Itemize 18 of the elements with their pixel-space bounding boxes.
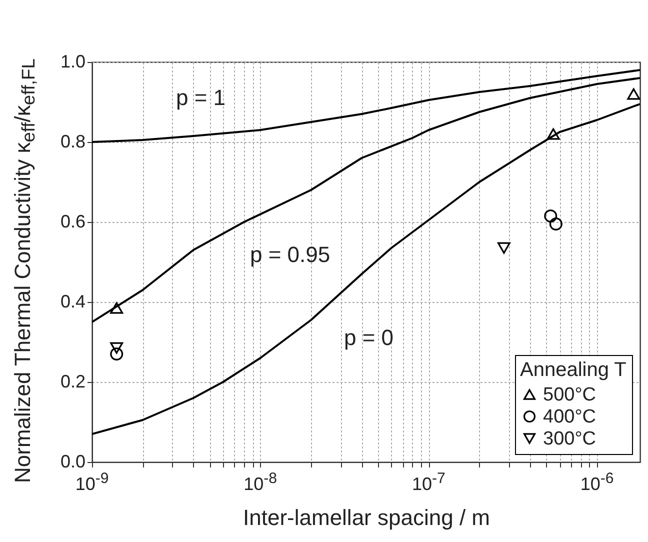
legend-title: Annealing T [520, 359, 626, 381]
y-tick-label: 0.6 [60, 212, 86, 232]
annotation: p = 0.95 [250, 242, 330, 268]
legend-label: 400°C [543, 406, 596, 428]
annotation: p = 0 [344, 325, 394, 351]
legend-label: 300°C [543, 428, 596, 450]
x-tick-label: 10$^{-9}$ [75, 470, 109, 495]
y-tick-label: 0.8 [60, 132, 86, 152]
y-tick-label: 0.4 [60, 292, 86, 312]
x-tick-label: 10$^{-6}$ [580, 470, 614, 495]
x-tick-label: 10$^{-7}$ [412, 470, 446, 495]
annotation: p = 1 [176, 85, 226, 111]
y-tick-label: 0.0 [60, 452, 86, 472]
legend-label: 500°C [543, 384, 596, 406]
x-axis-title: Inter-lamellar spacing / m [243, 505, 490, 530]
y-tick-label: 0.2 [60, 372, 86, 392]
x-tick-label: 10$^{-8}$ [244, 470, 278, 495]
y-tick-label: 1.0 [60, 52, 86, 72]
